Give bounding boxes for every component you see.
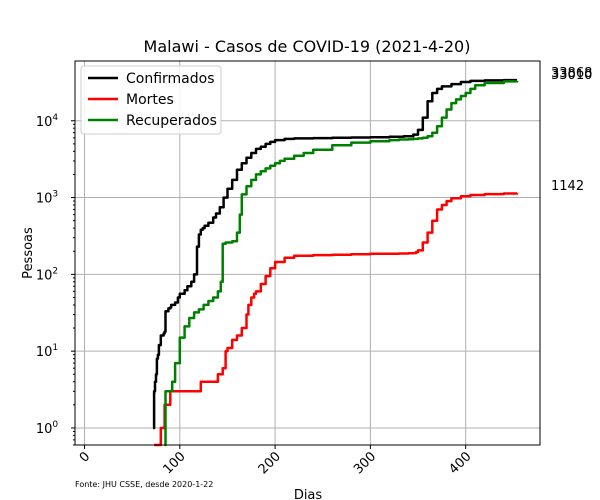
legend-frame [80, 65, 222, 135]
annotation-recuperados: 33010 [551, 68, 592, 83]
legend-label-confirmados: Confirmados [126, 71, 215, 87]
series-line-recuperados [164, 80, 519, 447]
y-axis-ticks: 100 101 102 103 104 [36, 113, 75, 446]
y-tick-label: 100 [36, 420, 59, 437]
y-tick-label: 102 [36, 266, 58, 283]
legend: Confirmados Mortes Recuperados [80, 65, 222, 135]
x-tick-label: 300 [351, 449, 379, 477]
chart-title: Malawi - Casos de COVID-19 (2021-4-20) [144, 37, 471, 56]
x-axis-label: Dias [294, 488, 323, 500]
y-axis-label: Pessoas [21, 227, 36, 279]
source-note: Fonte: JHU CSSE, desde 2020-1-22 [75, 480, 213, 489]
series-line-mortes [154, 192, 519, 447]
x-tick-label: 100 [160, 449, 188, 477]
legend-label-recuperados: Recuperados [126, 113, 217, 129]
legend-label-mortes: Mortes [126, 92, 174, 108]
annotation-confirmados: 33868 [551, 66, 592, 81]
series-line-confirmados [152, 78, 518, 430]
x-tick-label: 0 [77, 449, 93, 465]
x-tick-label: 400 [446, 449, 474, 477]
series-layer [152, 78, 519, 447]
annotation-mortes: 1142 [551, 179, 584, 194]
x-tick-label: 200 [256, 449, 284, 477]
y-tick-label: 101 [36, 343, 58, 360]
plot-area-frame [74, 60, 541, 446]
x-axis-ticks: 0 100 200 300 400 [77, 445, 475, 477]
y-tick-label: 104 [36, 113, 59, 130]
y-tick-label: 103 [36, 190, 58, 207]
